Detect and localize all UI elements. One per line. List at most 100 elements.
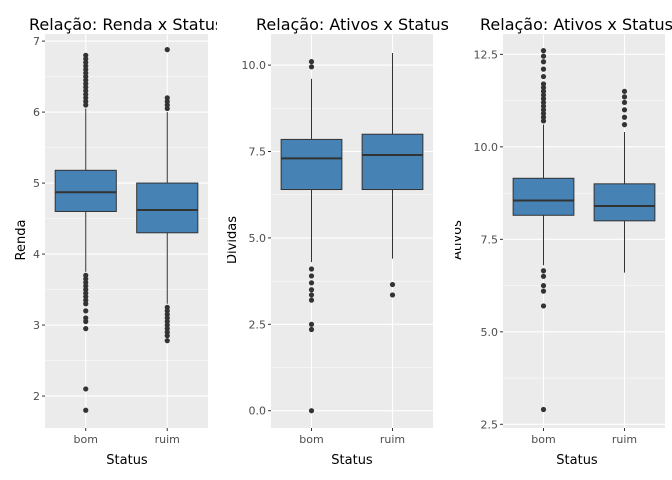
y-axis-title: Ativos	[450, 220, 465, 260]
x-axis: bom ruim	[531, 428, 637, 446]
x-axis-title: Status	[556, 453, 598, 468]
plot-panel	[503, 34, 665, 428]
outlier-point	[540, 85, 547, 91]
outlier-point	[540, 303, 547, 309]
outlier-point	[308, 408, 315, 414]
x-axis-title: Status	[106, 453, 148, 468]
outlier-point	[540, 110, 547, 117]
outlier-point	[540, 92, 547, 98]
outlier-point	[164, 47, 170, 53]
outlier-point	[540, 53, 547, 59]
y-tick-label: 10.0	[474, 141, 499, 154]
x-tick-label: bom	[74, 433, 98, 446]
box-ruim	[136, 47, 199, 344]
outlier-point	[540, 66, 547, 72]
outlier-point	[308, 326, 315, 333]
outlier-point	[621, 107, 628, 113]
box-bom	[280, 59, 343, 414]
x-axis-title: Status	[331, 453, 373, 468]
box-ruim	[361, 53, 424, 298]
x-axis: bom ruim	[74, 428, 180, 446]
outlier-point	[540, 268, 547, 274]
outlier-point	[164, 333, 170, 339]
y-tick-label: 3	[33, 319, 40, 332]
box-bom	[512, 48, 575, 413]
plot-panel	[271, 34, 433, 428]
outlier-point	[621, 114, 628, 120]
outlier-point	[540, 288, 547, 294]
outlier-point	[540, 96, 547, 102]
boxes	[54, 47, 199, 413]
outlier-point	[308, 280, 315, 286]
chart-title: Relação: Ativos x Status	[256, 15, 449, 34]
outlier-point	[164, 95, 170, 101]
y-tick-label: 0.0	[249, 405, 267, 418]
y-axis: 2 3 4 5 6 7	[33, 35, 45, 403]
outlier-point	[540, 273, 547, 279]
outlier-point	[540, 114, 547, 120]
x-tick-label: ruim	[612, 433, 637, 446]
outlier-point	[621, 94, 628, 100]
outlier-point	[308, 297, 315, 303]
outlier-point	[621, 99, 628, 106]
panel-renda: Relação: Renda x Status Renda Status 2 3 4…	[14, 15, 223, 468]
outlier-point	[308, 64, 315, 70]
outlier-point	[540, 73, 547, 80]
y-axis-title: Renda	[14, 220, 29, 261]
outlier-point	[308, 292, 315, 298]
outlier-point	[540, 48, 547, 54]
box-body	[54, 169, 117, 212]
y-axis: 2.5 5.0 7.5 10.0 12.5	[474, 48, 503, 431]
outlier-point	[540, 107, 547, 113]
outlier-point	[308, 287, 315, 293]
x-tick-label: bom	[531, 433, 555, 446]
y-tick-label: 4	[33, 248, 40, 261]
panel-dividas: Relação: Ativos x Status Dividas Status …	[225, 15, 449, 468]
y-axis: 0.0 2.5 5.0 7.5 10.0	[242, 59, 271, 418]
outlier-point	[83, 326, 89, 332]
box-bom	[54, 52, 117, 413]
y-tick-label: 7.5	[481, 233, 499, 246]
outlier-point	[621, 122, 628, 128]
outlier-point	[164, 338, 170, 344]
outlier-point	[540, 118, 547, 124]
y-tick-label: 12.5	[474, 48, 499, 61]
x-tick-label: ruim	[380, 433, 405, 446]
boxes	[512, 48, 656, 413]
chart-title: Relação: Renda x Status	[29, 15, 223, 34]
y-tick-label: 7	[33, 35, 40, 48]
y-tick-label: 6	[33, 106, 40, 119]
outlier-point	[540, 406, 547, 413]
y-tick-label: 7.5	[249, 146, 267, 159]
x-tick-label: bom	[299, 433, 323, 446]
y-axis-title: Dividas	[225, 216, 240, 264]
outlier-point	[83, 308, 89, 314]
outlier-point	[540, 103, 547, 109]
outlier-point	[540, 81, 547, 87]
outlier-point	[83, 52, 89, 58]
boxes	[280, 53, 424, 414]
box-body	[280, 138, 343, 191]
outlier-point	[308, 266, 315, 272]
outlier-point	[83, 386, 89, 392]
outlier-point	[83, 318, 89, 325]
panel-ativos: Relação: Ativos x Status Ativos Status 2…	[450, 15, 672, 468]
outlier-point	[389, 292, 396, 298]
x-tick-label: ruim	[155, 433, 180, 446]
box-body	[136, 182, 199, 234]
y-tick-label: 5.0	[481, 326, 499, 339]
outlier-point	[540, 59, 547, 65]
outlier-point	[308, 273, 315, 279]
box-body	[361, 133, 424, 191]
outlier-point	[308, 59, 315, 65]
chart-title: Relação: Ativos x Status	[480, 15, 672, 34]
y-tick-label: 2.5	[481, 418, 499, 431]
outlier-point	[540, 88, 547, 94]
y-tick-label: 10.0	[242, 59, 267, 72]
x-axis: bom ruim	[299, 428, 405, 446]
box-body	[593, 183, 656, 222]
outlier-point	[621, 88, 628, 94]
y-tick-label: 5	[33, 177, 40, 190]
y-tick-label: 5.0	[249, 232, 267, 245]
